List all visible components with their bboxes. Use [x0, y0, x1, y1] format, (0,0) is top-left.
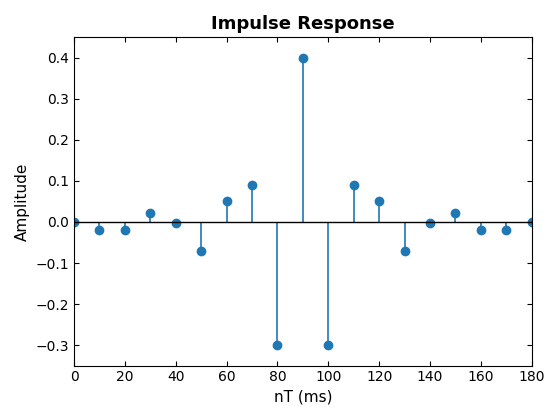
- X-axis label: nT (ms): nT (ms): [274, 390, 332, 405]
- Title: Impulse Response: Impulse Response: [211, 15, 395, 33]
- Y-axis label: Amplitude: Amplitude: [15, 162, 30, 241]
